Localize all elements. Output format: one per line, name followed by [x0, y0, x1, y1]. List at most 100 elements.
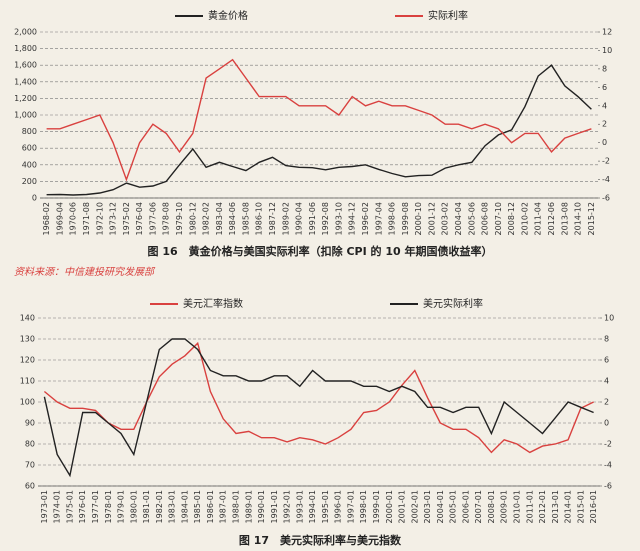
- y-tick-label: 400: [22, 160, 37, 169]
- x-tick-label: 1979-10: [175, 202, 184, 235]
- y2-tick-label: 10: [602, 46, 612, 55]
- x-tick-label: 1975-01: [65, 490, 74, 523]
- x-tick-label: 2016-01: [589, 490, 598, 523]
- x-tick-label: 2011-01: [525, 490, 534, 523]
- x-tick-label: 1983-01: [168, 490, 177, 523]
- x-tick-label: 2007-01: [474, 490, 483, 523]
- y-tick-label: 60: [25, 482, 35, 491]
- x-tick-label: 1985-01: [193, 490, 202, 523]
- x-tick-label: 2004-04: [454, 202, 463, 235]
- x-tick-label: 1980-01: [129, 490, 138, 523]
- y-tick-label: 130: [20, 335, 35, 344]
- x-tick-label: 1980-12: [188, 202, 197, 235]
- x-tick-label: 1996-02: [361, 202, 370, 235]
- x-tick-label: 2000-01: [385, 490, 394, 523]
- x-tick-label: 2005-06: [467, 202, 476, 235]
- y2-tick-label: 6: [602, 83, 607, 92]
- y-tick-label: 200: [22, 177, 37, 186]
- x-tick-label: 1992-08: [321, 202, 330, 235]
- y2-tick-label: -2: [602, 157, 610, 166]
- x-tick-label: 2007-10: [494, 202, 503, 235]
- x-tick-label: 2004-01: [436, 490, 445, 523]
- y2-tick-label: -4: [602, 175, 610, 184]
- x-tick-label: 1973-01: [40, 490, 49, 523]
- x-tick-label: 1996-01: [334, 490, 343, 523]
- x-tick-label: 2011-04: [534, 202, 543, 235]
- y-tick-label: 1,000: [14, 111, 37, 120]
- x-tick-label: 1979-01: [117, 490, 126, 523]
- x-tick-label: 1986-10: [255, 202, 264, 235]
- x-tick-label: 1989-01: [244, 490, 253, 523]
- y2-tick-label: -4: [604, 461, 612, 470]
- x-tick-label: 1986-01: [206, 490, 215, 523]
- y-tick-label: 0: [32, 194, 37, 203]
- legend-label: 美元汇率指数: [183, 297, 243, 310]
- y2-tick-label: 2: [604, 398, 609, 407]
- x-tick-label: 2002-01: [410, 490, 419, 523]
- y2-tick-label: -6: [602, 194, 610, 203]
- x-tick-label: 1992-01: [283, 490, 292, 523]
- y-tick-label: 1,200: [14, 94, 37, 103]
- y-tick-label: 1,600: [14, 61, 37, 70]
- y-tick-label: 80: [25, 440, 35, 449]
- x-tick-label: 1978-01: [104, 490, 113, 523]
- x-tick-label: 2009-01: [500, 490, 509, 523]
- legend-label: 美元实际利率: [423, 297, 483, 310]
- x-tick-label: 1983-04: [215, 202, 224, 235]
- x-tick-label: 2003-01: [423, 490, 432, 523]
- source-note: 资料来源：中信建投研究发展部: [14, 266, 156, 278]
- x-tick-label: 1977-06: [148, 202, 157, 235]
- y2-tick-label: 8: [604, 335, 609, 344]
- x-tick-label: 1997-04: [374, 202, 383, 235]
- y-tick-label: 90: [25, 419, 35, 428]
- x-tick-label: 1991-06: [308, 202, 317, 235]
- x-tick-label: 1977-01: [91, 490, 100, 523]
- y2-tick-label: -6: [604, 482, 612, 491]
- x-tick-label: 1994-12: [348, 202, 357, 235]
- x-tick-label: 2010-01: [512, 490, 521, 523]
- x-tick-label: 2015-12: [587, 202, 596, 235]
- y-tick-label: 2,000: [14, 28, 37, 37]
- y-tick-label: 100: [20, 398, 35, 407]
- y2-tick-label: 4: [602, 101, 607, 110]
- y2-tick-label: -2: [604, 440, 612, 449]
- x-tick-label: 2006-08: [481, 202, 490, 235]
- x-tick-label: 1990-01: [257, 490, 266, 523]
- legend-label: 黄金价格: [208, 9, 248, 22]
- x-tick-label: 2010-02: [520, 202, 529, 235]
- x-tick-label: 1997-01: [346, 490, 355, 523]
- x-tick-label: 2015-01: [576, 490, 585, 523]
- x-tick-label: 1999-08: [401, 202, 410, 235]
- x-tick-label: 2013-01: [551, 490, 560, 523]
- x-tick-label: 2008-01: [487, 490, 496, 523]
- series-line: [43, 338, 594, 478]
- x-tick-label: 1970-06: [69, 202, 78, 235]
- x-tick-label: 1984-06: [228, 202, 237, 235]
- x-tick-label: 2001-12: [427, 202, 436, 235]
- x-tick-label: 1976-04: [135, 202, 144, 235]
- x-tick-label: 1969-04: [55, 202, 64, 235]
- x-tick-label: 1998-06: [388, 202, 397, 235]
- y2-tick-label: 12: [602, 28, 612, 37]
- y2-tick-label: 8: [602, 64, 607, 73]
- y2-tick-label: 10: [604, 314, 614, 323]
- x-tick-label: 2006-01: [461, 490, 470, 523]
- y-tick-label: 600: [22, 144, 37, 153]
- x-tick-label: 2013-08: [560, 202, 569, 235]
- x-tick-label: 1972-10: [95, 202, 104, 235]
- x-tick-label: 1978-08: [162, 202, 171, 235]
- y-tick-label: 1,400: [14, 77, 37, 86]
- x-tick-label: 2014-01: [564, 490, 573, 523]
- x-tick-label: 1993-10: [334, 202, 343, 235]
- x-tick-label: 1995-01: [321, 490, 330, 523]
- y-tick-label: 110: [20, 377, 35, 386]
- y2-tick-label: 2: [602, 120, 607, 129]
- y-tick-label: 800: [22, 127, 37, 136]
- x-tick-label: 1994-01: [308, 490, 317, 523]
- legend-label: 实际利率: [428, 9, 468, 22]
- x-tick-label: 1976-01: [78, 490, 87, 523]
- x-tick-label: 1982-01: [155, 490, 164, 523]
- x-tick-label: 1985-08: [241, 202, 250, 235]
